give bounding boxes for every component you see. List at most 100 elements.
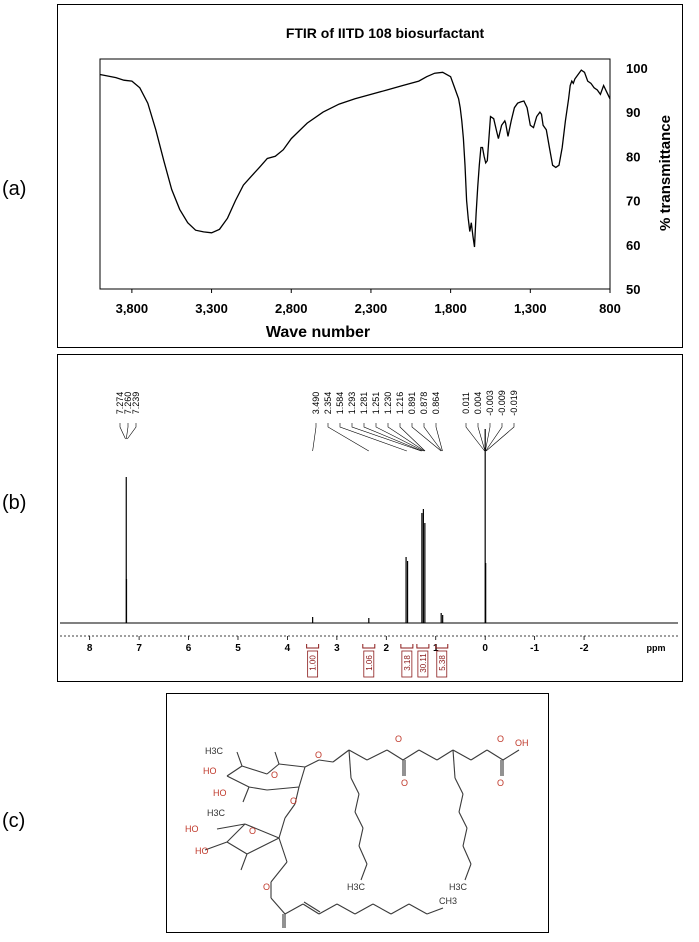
ftir-y-tick-label: 90 <box>626 105 640 120</box>
nmr-panel: 7.274 7.260 7.239 3.490 2.354 1.584 1.293 1.281… <box>57 354 683 682</box>
nmr-label-leader <box>485 423 515 452</box>
atom-label: O <box>263 882 270 892</box>
bond <box>354 793 360 813</box>
atom-label: H3C <box>449 882 468 892</box>
atom-label: O <box>249 826 256 836</box>
nmr-label-leader <box>399 423 426 452</box>
ftir-y-axis-label: % transmittance <box>657 115 674 231</box>
bond <box>284 903 304 915</box>
nmr-x-tick-label: 4 <box>285 643 291 654</box>
nmr-integral-box <box>307 650 319 678</box>
atom-label: HO <box>213 788 227 798</box>
atom-label: O <box>401 778 408 788</box>
nmr-peak-label: 1.293 <box>347 392 357 415</box>
nmr-integral-box <box>401 650 413 678</box>
bond <box>366 749 388 761</box>
bond <box>426 907 444 915</box>
nmr-label-leader <box>363 423 422 452</box>
bond <box>248 786 268 791</box>
bond <box>354 811 364 829</box>
nmr-x-tick-label: 3 <box>334 643 340 654</box>
nmr-peak-label: 1.251 <box>371 392 381 415</box>
bond <box>372 903 392 915</box>
bond <box>226 775 250 788</box>
nmr-x-tick-label: 8 <box>87 643 93 654</box>
bond <box>336 903 356 915</box>
ftir-x-axis-label: Wave number <box>266 324 370 341</box>
nmr-integral-value: 1.06 <box>365 655 374 671</box>
bond <box>226 765 243 777</box>
ftir-y-tick-label: 100 <box>626 61 648 76</box>
nmr-peak-label: -0.003 <box>485 390 495 416</box>
nmr-label-leader <box>435 423 443 452</box>
bond <box>204 841 228 851</box>
bond <box>436 749 454 761</box>
bond <box>360 863 368 881</box>
bond <box>240 853 248 871</box>
ftir-y-tick-label: 60 <box>626 238 640 253</box>
bond <box>418 749 438 761</box>
panel-label-b: (b) <box>2 492 27 514</box>
nmr-label-leader <box>411 423 442 452</box>
bond <box>278 837 288 863</box>
nmr-peak-label: 1.216 <box>395 392 405 415</box>
nmr-integral-value: 1.00 <box>309 655 318 671</box>
nmr-label-leader <box>375 423 424 452</box>
bond <box>236 751 243 767</box>
nmr-integral-value: 30.11 <box>419 653 428 673</box>
atom-label: OH <box>515 738 529 748</box>
bond <box>302 903 320 915</box>
bond <box>294 786 300 805</box>
nmr-label-leader <box>127 423 137 440</box>
nmr-x-tick-label: 5 <box>235 643 241 654</box>
nmr-label-leader <box>477 423 486 452</box>
ftir-x-tick-label: 2,300 <box>355 301 388 316</box>
nmr-peak-label: 0.864 <box>431 392 441 415</box>
bond <box>348 749 352 779</box>
atom-label: H3C <box>207 808 226 818</box>
ftir-series-line <box>99 69 611 248</box>
bond <box>458 793 464 813</box>
ftir-y-tick-label: 80 <box>626 149 640 164</box>
atom-label: HO <box>195 846 209 856</box>
nmr-integral-box <box>417 650 429 678</box>
nmr-integral-box <box>363 650 375 678</box>
nmr-peak-label: 1.230 <box>383 392 393 415</box>
bond <box>452 749 456 779</box>
ftir-x-tick-label: 3,800 <box>116 301 149 316</box>
bond <box>270 897 286 915</box>
ftir-chart: FTIR of IITD 108 biosurfactant 3,800 3,30… <box>99 25 674 341</box>
bond <box>452 749 472 761</box>
ftir-y-tick-label: 70 <box>626 194 640 209</box>
nmr-label-leader <box>119 423 126 440</box>
bond <box>408 903 428 915</box>
nmr-integral-bracket <box>435 644 449 649</box>
nmr-peak-label: 2.354 <box>323 392 333 415</box>
bond <box>462 827 468 847</box>
nmr-integral-bracket <box>400 644 414 649</box>
nmr-x-tick-label: 7 <box>136 643 142 654</box>
structure-panel: H3C HO HO O O O O O O O OH H3C HO HO O O H3C H3C CH3 <box>166 693 549 933</box>
bond <box>486 749 504 761</box>
nmr-integral-bracket <box>362 644 376 649</box>
nmr-integral-bracket <box>416 644 430 649</box>
bond <box>274 751 280 765</box>
bond <box>242 786 250 803</box>
nmr-peak-label: -0.019 <box>509 390 519 416</box>
nmr-peak-label: 0.878 <box>419 392 429 415</box>
nmr-peak-label: 0.004 <box>473 392 483 415</box>
nmr-integral-box <box>436 650 448 678</box>
bond <box>358 827 364 847</box>
bond <box>303 901 321 913</box>
bond <box>298 766 306 788</box>
atom-label: O <box>271 770 278 780</box>
bond <box>241 765 268 775</box>
nmr-peak-label: 1.281 <box>359 392 369 415</box>
nmr-x-tick-label: 6 <box>186 643 192 654</box>
nmr-label-leader <box>387 423 425 452</box>
bond <box>402 749 420 761</box>
bond <box>226 823 246 843</box>
atom-label: H3C <box>205 746 224 756</box>
bond <box>318 903 338 915</box>
bond <box>270 861 288 883</box>
